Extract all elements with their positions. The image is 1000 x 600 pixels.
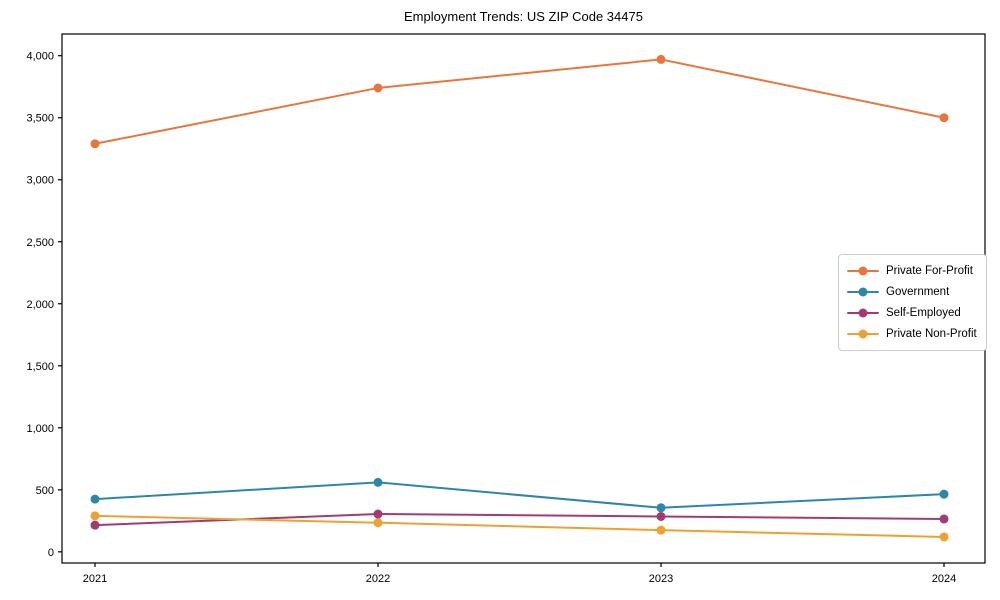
data-point-self-employed-2023 bbox=[656, 511, 666, 521]
data-point-self-employed-2022 bbox=[373, 509, 383, 519]
y-tick-label: 3,000 bbox=[26, 175, 54, 187]
data-point-private-non-profit-2023 bbox=[656, 525, 666, 535]
y-tick-label: 500 bbox=[36, 485, 54, 497]
legend-item-3: Private Non-Profit bbox=[847, 325, 977, 343]
legend-label: Private Non-Profit bbox=[886, 328, 977, 340]
chart-legend: Private For-Profit Government Self-Employe… bbox=[838, 254, 987, 351]
chart-title: Employment Trends: US ZIP Code 34475 bbox=[404, 9, 643, 24]
series-line-private-non-profit bbox=[94, 514, 945, 538]
legend-marker-icon bbox=[847, 266, 879, 276]
data-point-government-2023 bbox=[656, 503, 666, 513]
data-point-private-for-profit-2021 bbox=[90, 139, 100, 149]
data-point-government-2021 bbox=[90, 494, 100, 504]
data-point-private-for-profit-2024 bbox=[939, 113, 949, 123]
x-tick-label: 2021 bbox=[83, 573, 107, 585]
y-tick-label: 1,000 bbox=[26, 423, 54, 435]
legend-marker-icon bbox=[847, 287, 879, 297]
legend-item-0: Private For-Profit bbox=[847, 262, 977, 280]
data-point-self-employed-2021 bbox=[90, 520, 100, 530]
legend-label: Government bbox=[886, 286, 950, 298]
legend-dot bbox=[858, 329, 868, 339]
x-tick-label: 2024 bbox=[932, 573, 956, 585]
legend-label: Self-Employed bbox=[886, 307, 961, 319]
legend-marker-icon bbox=[847, 329, 879, 339]
legend-dot bbox=[858, 308, 868, 318]
data-point-government-2022 bbox=[373, 477, 383, 487]
legend-dot bbox=[858, 266, 868, 276]
legend-dot bbox=[858, 287, 868, 297]
y-tick-label: 2,500 bbox=[26, 237, 54, 249]
legend-item-2: Self-Employed bbox=[847, 304, 977, 322]
data-point-private-for-profit-2023 bbox=[656, 54, 666, 64]
y-tick-label: 0 bbox=[48, 547, 54, 559]
y-tick-label: 1,500 bbox=[26, 361, 54, 373]
series-line-government bbox=[94, 481, 945, 509]
series-line-private-for-profit bbox=[94, 58, 945, 145]
legend-label: Private For-Profit bbox=[886, 265, 973, 277]
legend-marker-icon bbox=[847, 308, 879, 318]
y-tick-label: 3,500 bbox=[26, 113, 54, 125]
data-point-self-employed-2024 bbox=[939, 514, 949, 524]
data-point-private-non-profit-2021 bbox=[90, 511, 100, 521]
x-tick-label: 2022 bbox=[366, 573, 390, 585]
data-point-private-non-profit-2022 bbox=[373, 518, 383, 528]
data-point-private-for-profit-2022 bbox=[373, 83, 383, 93]
legend-item-1: Government bbox=[847, 283, 977, 301]
y-tick-label: 4,000 bbox=[26, 51, 54, 63]
data-point-government-2024 bbox=[939, 489, 949, 499]
data-point-private-non-profit-2024 bbox=[939, 532, 949, 542]
y-tick-label: 2,000 bbox=[26, 299, 54, 311]
x-tick-label: 2023 bbox=[649, 573, 673, 585]
